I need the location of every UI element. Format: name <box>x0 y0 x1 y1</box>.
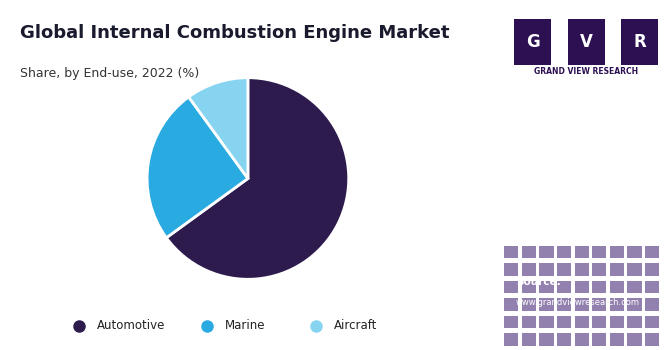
FancyBboxPatch shape <box>539 246 553 258</box>
FancyBboxPatch shape <box>645 281 659 293</box>
Text: $181.8M: $181.8M <box>522 120 651 146</box>
FancyBboxPatch shape <box>539 316 553 328</box>
FancyBboxPatch shape <box>505 298 519 311</box>
FancyBboxPatch shape <box>627 333 642 346</box>
Text: Global Market Size,: Global Market Size, <box>533 181 640 190</box>
FancyBboxPatch shape <box>592 316 606 328</box>
FancyBboxPatch shape <box>557 298 571 311</box>
Text: www.grandviewresearch.com: www.grandviewresearch.com <box>516 298 640 307</box>
FancyBboxPatch shape <box>511 12 662 77</box>
FancyBboxPatch shape <box>539 263 553 276</box>
Text: Marine: Marine <box>225 319 265 332</box>
FancyBboxPatch shape <box>574 263 589 276</box>
FancyBboxPatch shape <box>568 19 604 65</box>
FancyBboxPatch shape <box>505 316 519 328</box>
FancyBboxPatch shape <box>557 316 571 328</box>
FancyBboxPatch shape <box>574 246 589 258</box>
FancyBboxPatch shape <box>645 263 659 276</box>
FancyBboxPatch shape <box>505 246 519 258</box>
FancyBboxPatch shape <box>610 263 624 276</box>
Text: Share, by End-use, 2022 (%): Share, by End-use, 2022 (%) <box>20 66 200 79</box>
FancyBboxPatch shape <box>505 263 519 276</box>
FancyBboxPatch shape <box>522 333 536 346</box>
FancyBboxPatch shape <box>592 333 606 346</box>
FancyBboxPatch shape <box>592 298 606 311</box>
FancyBboxPatch shape <box>522 298 536 311</box>
FancyBboxPatch shape <box>574 333 589 346</box>
FancyBboxPatch shape <box>592 246 606 258</box>
FancyBboxPatch shape <box>627 246 642 258</box>
FancyBboxPatch shape <box>539 281 553 293</box>
Text: G: G <box>526 33 539 51</box>
FancyBboxPatch shape <box>557 333 571 346</box>
Text: Aircraft: Aircraft <box>334 319 378 332</box>
FancyBboxPatch shape <box>627 263 642 276</box>
Text: Automotive: Automotive <box>97 319 165 332</box>
Text: 2022: 2022 <box>572 203 600 213</box>
FancyBboxPatch shape <box>627 316 642 328</box>
FancyBboxPatch shape <box>522 281 536 293</box>
FancyBboxPatch shape <box>592 263 606 276</box>
Text: R: R <box>633 33 647 51</box>
Wedge shape <box>147 97 248 238</box>
Wedge shape <box>166 78 348 279</box>
Text: Source:: Source: <box>516 277 561 287</box>
FancyBboxPatch shape <box>522 263 536 276</box>
Text: GRAND VIEW RESEARCH: GRAND VIEW RESEARCH <box>534 66 639 76</box>
Text: V: V <box>580 33 593 51</box>
FancyBboxPatch shape <box>574 281 589 293</box>
FancyBboxPatch shape <box>505 333 519 346</box>
FancyBboxPatch shape <box>539 298 553 311</box>
FancyBboxPatch shape <box>574 316 589 328</box>
FancyBboxPatch shape <box>610 298 624 311</box>
FancyBboxPatch shape <box>522 316 536 328</box>
FancyBboxPatch shape <box>610 316 624 328</box>
FancyBboxPatch shape <box>610 281 624 293</box>
FancyBboxPatch shape <box>645 246 659 258</box>
FancyBboxPatch shape <box>610 333 624 346</box>
FancyBboxPatch shape <box>645 333 659 346</box>
FancyBboxPatch shape <box>557 263 571 276</box>
FancyBboxPatch shape <box>592 281 606 293</box>
FancyBboxPatch shape <box>645 316 659 328</box>
FancyBboxPatch shape <box>627 298 642 311</box>
FancyBboxPatch shape <box>574 298 589 311</box>
FancyBboxPatch shape <box>557 281 571 293</box>
FancyBboxPatch shape <box>627 281 642 293</box>
FancyBboxPatch shape <box>522 246 536 258</box>
FancyBboxPatch shape <box>515 19 551 65</box>
Wedge shape <box>189 78 248 178</box>
FancyBboxPatch shape <box>610 246 624 258</box>
Text: Global Internal Combustion Engine Market: Global Internal Combustion Engine Market <box>20 25 450 42</box>
FancyBboxPatch shape <box>645 298 659 311</box>
FancyBboxPatch shape <box>622 19 658 65</box>
FancyBboxPatch shape <box>505 281 519 293</box>
FancyBboxPatch shape <box>539 333 553 346</box>
FancyBboxPatch shape <box>557 246 571 258</box>
